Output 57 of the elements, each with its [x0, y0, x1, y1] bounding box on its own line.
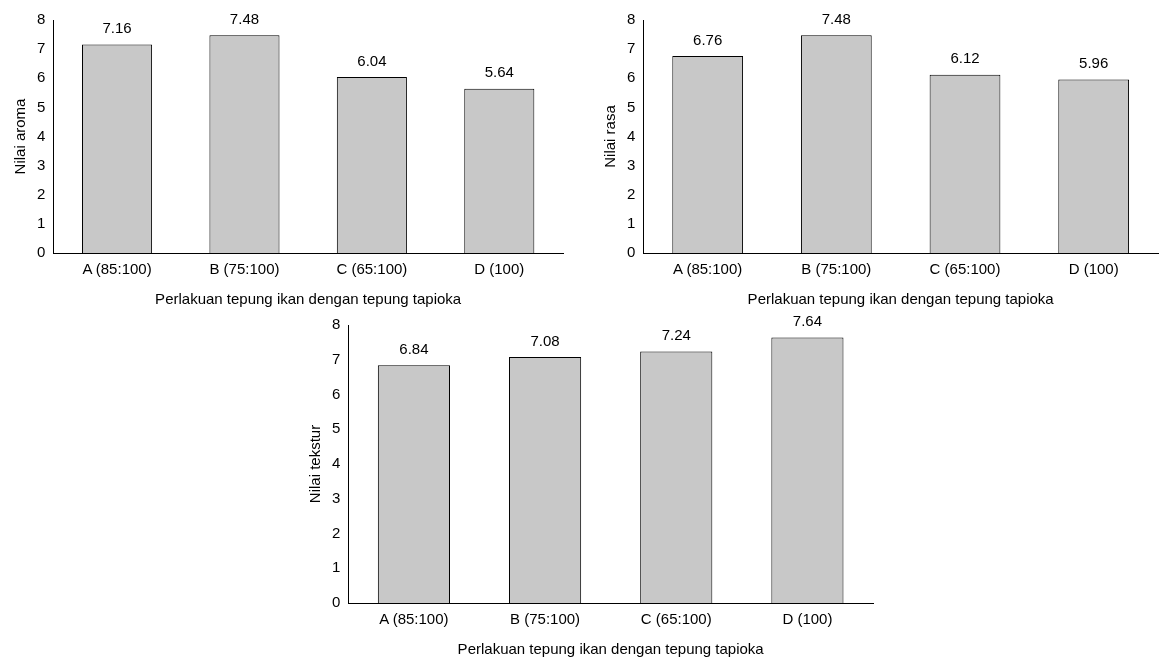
- y-axis-title: Nilai rasa: [601, 104, 619, 168]
- y-tick-label: 5: [627, 97, 636, 115]
- y-tick-label: 1: [37, 214, 46, 232]
- x-tick-label: B (75:100): [801, 260, 872, 278]
- x-tick-label: B (75:100): [209, 260, 280, 278]
- x-tick-label: C (65:100): [640, 610, 712, 628]
- y-axis-title: Nilai aroma: [11, 97, 29, 175]
- y-tick-label: 1: [332, 558, 341, 576]
- data-label: 6.12: [950, 49, 980, 67]
- data-label: 7.64: [792, 312, 823, 330]
- y-tick-label: 3: [627, 155, 636, 173]
- y-tick-label: 4: [627, 126, 636, 144]
- y-tick-label: 3: [37, 155, 46, 173]
- x-tick-label: D (100): [1068, 260, 1119, 278]
- data-label: 6.84: [399, 339, 429, 357]
- y-tick-label: 8: [37, 10, 46, 28]
- data-label: 5.64: [484, 63, 514, 81]
- data-label: 7.08: [530, 331, 560, 349]
- y-tick-label: 0: [627, 243, 636, 261]
- y-tick-label: 2: [627, 184, 636, 202]
- y-tick-label: 4: [332, 454, 341, 472]
- y-tick-label: 8: [332, 315, 341, 333]
- data-label: 6.04: [357, 51, 387, 69]
- y-tick-label: 7: [332, 349, 341, 367]
- data-label: 6.76: [693, 30, 723, 48]
- y-tick-label: 6: [332, 384, 341, 402]
- y-tick-label: 5: [37, 97, 46, 115]
- x-axis-title: Perlakuan tepung ikan dengan tepung tapioka: [457, 640, 765, 658]
- x-tick-label: A (85:100): [379, 610, 449, 628]
- y-tick-label: 2: [332, 523, 341, 541]
- x-tick-label: A (85:100): [82, 260, 152, 278]
- data-label: 7.24: [661, 326, 691, 344]
- y-tick-label: 0: [37, 243, 46, 261]
- y-tick-label: 6: [627, 68, 636, 86]
- y-tick-label: 3: [332, 488, 341, 506]
- x-tick-label: B (75:100): [510, 610, 581, 628]
- x-axis-title: Perlakuan tepung ikan dengan tepung tapioka: [155, 290, 462, 308]
- y-tick-label: 6: [37, 68, 46, 86]
- y-tick-label: 5: [332, 419, 341, 437]
- y-tick-label: 7: [37, 39, 46, 57]
- y-tick-label: 4: [37, 126, 46, 144]
- data-label: 7.16: [102, 19, 132, 37]
- x-tick-label: D (100): [474, 260, 525, 278]
- x-tick-label: C (65:100): [336, 260, 408, 278]
- x-axis-title: Perlakuan tepung ikan dengan tepung tapioka: [747, 290, 1055, 308]
- y-tick-label: 1: [627, 214, 636, 232]
- y-tick-label: 7: [627, 39, 636, 57]
- y-axis-title: Nilai tekstur: [306, 424, 324, 504]
- x-tick-label: C (65:100): [929, 260, 1001, 278]
- x-tick-label: A (85:100): [673, 260, 743, 278]
- y-tick-label: 0: [332, 593, 341, 611]
- y-tick-label: 8: [627, 10, 636, 28]
- data-label: 7.48: [229, 9, 260, 27]
- y-tick-label: 2: [37, 184, 46, 202]
- data-label: 5.96: [1079, 54, 1109, 72]
- x-tick-label: D (100): [782, 610, 833, 628]
- data-label: 7.48: [821, 9, 851, 27]
